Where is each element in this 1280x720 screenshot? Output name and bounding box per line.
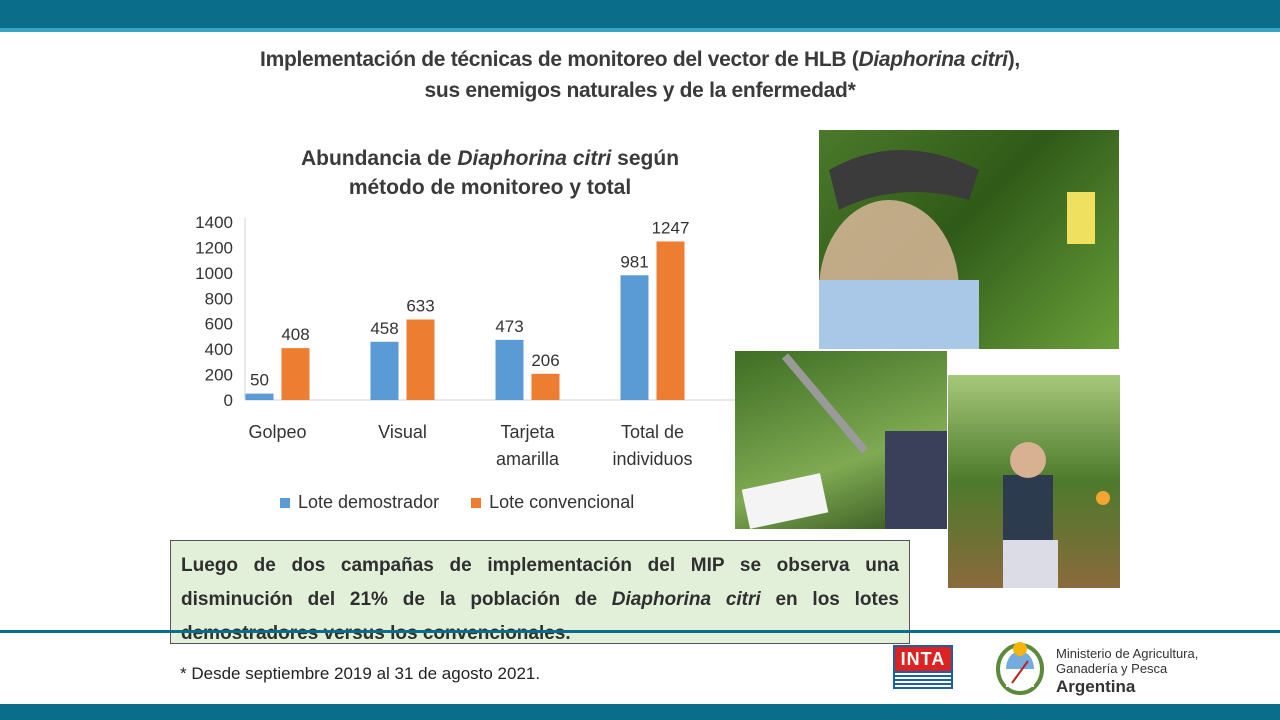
data-label: 458 <box>370 319 398 338</box>
ministry-line1: Ministerio de Agricultura, <box>1056 646 1199 661</box>
bottom-banner <box>0 704 1280 720</box>
legend-item-demostrador: Lote demostrador <box>280 492 439 513</box>
slide-title: Implementación de técnicas de monitoreo … <box>260 48 1020 102</box>
y-tick-label: 600 <box>205 315 233 334</box>
argentina-coat-of-arms-icon <box>996 642 1044 695</box>
legend-label-convencional: Lote convencional <box>489 492 635 512</box>
legend-swatch-demostrador <box>280 497 290 508</box>
ministry-country: Argentina <box>1056 677 1136 696</box>
data-label: 981 <box>620 252 648 271</box>
y-tick-label: 1000 <box>195 264 233 283</box>
y-tick-label: 400 <box>205 340 233 359</box>
data-label: 50 <box>250 371 269 390</box>
chart-legend: Lote demostrador Lote convencional <box>280 492 634 513</box>
legend-label-demostrador: Lote demostrador <box>298 492 440 512</box>
bar-convencional <box>531 373 560 400</box>
data-label: 1247 <box>652 218 690 237</box>
top-accent-line <box>0 28 1280 32</box>
x-tick-label: Golpeo <box>248 422 306 442</box>
x-tick-label: individuos <box>612 449 692 469</box>
bar-demostrador <box>620 275 649 400</box>
field-worker-photo <box>948 375 1120 588</box>
y-tick-label: 200 <box>205 366 233 385</box>
data-label: 408 <box>281 325 309 344</box>
footnote: * Desde septiembre 2019 al 31 de agosto … <box>180 664 541 683</box>
y-tick-label: 1200 <box>195 238 233 257</box>
ministry-logo-text: Ministerio de Agricultura, Ganadería y P… <box>1056 646 1198 698</box>
legend-item-convencional: Lote convencional <box>471 492 634 513</box>
x-tick-label: Tarjeta <box>500 422 555 442</box>
monitoring-yellow-card-photo <box>819 130 1119 349</box>
bar-demostrador <box>370 341 399 400</box>
bar-convencional <box>656 241 685 400</box>
top-banner <box>0 0 1280 28</box>
chart-title: Abundancia de Diaphorina citri según mét… <box>300 147 680 199</box>
data-label: 633 <box>406 297 434 316</box>
bar-convencional <box>281 348 310 400</box>
bar-demostrador <box>245 393 274 400</box>
abundance-bar-chart: 0 200 400 600 800 1000 1200 1400 50 408 Golpeo 458 6… <box>195 213 745 469</box>
bar-convencional <box>406 319 435 400</box>
y-tick-label: 0 <box>224 391 233 410</box>
bottom-accent-line <box>0 630 1280 633</box>
y-tick-label: 800 <box>205 289 233 308</box>
conclusion-callout: Luego de dos campañas de implementación … <box>170 540 910 644</box>
x-tick-label: amarilla <box>496 449 560 469</box>
inta-logo-text: INTA <box>895 647 951 671</box>
x-tick-label: Total de <box>621 422 684 442</box>
inta-logo-stripes <box>895 671 951 687</box>
x-tick-label: Visual <box>378 422 427 442</box>
visual-inspection-photo <box>735 351 947 529</box>
bar-demostrador <box>495 339 524 400</box>
data-label: 473 <box>495 317 523 336</box>
legend-swatch-convencional <box>471 497 482 508</box>
inta-logo: INTA <box>893 645 953 689</box>
ministry-line2: Ganadería y Pesca <box>1056 661 1168 676</box>
y-tick-label: 1400 <box>195 213 233 232</box>
data-label: 206 <box>531 351 559 370</box>
